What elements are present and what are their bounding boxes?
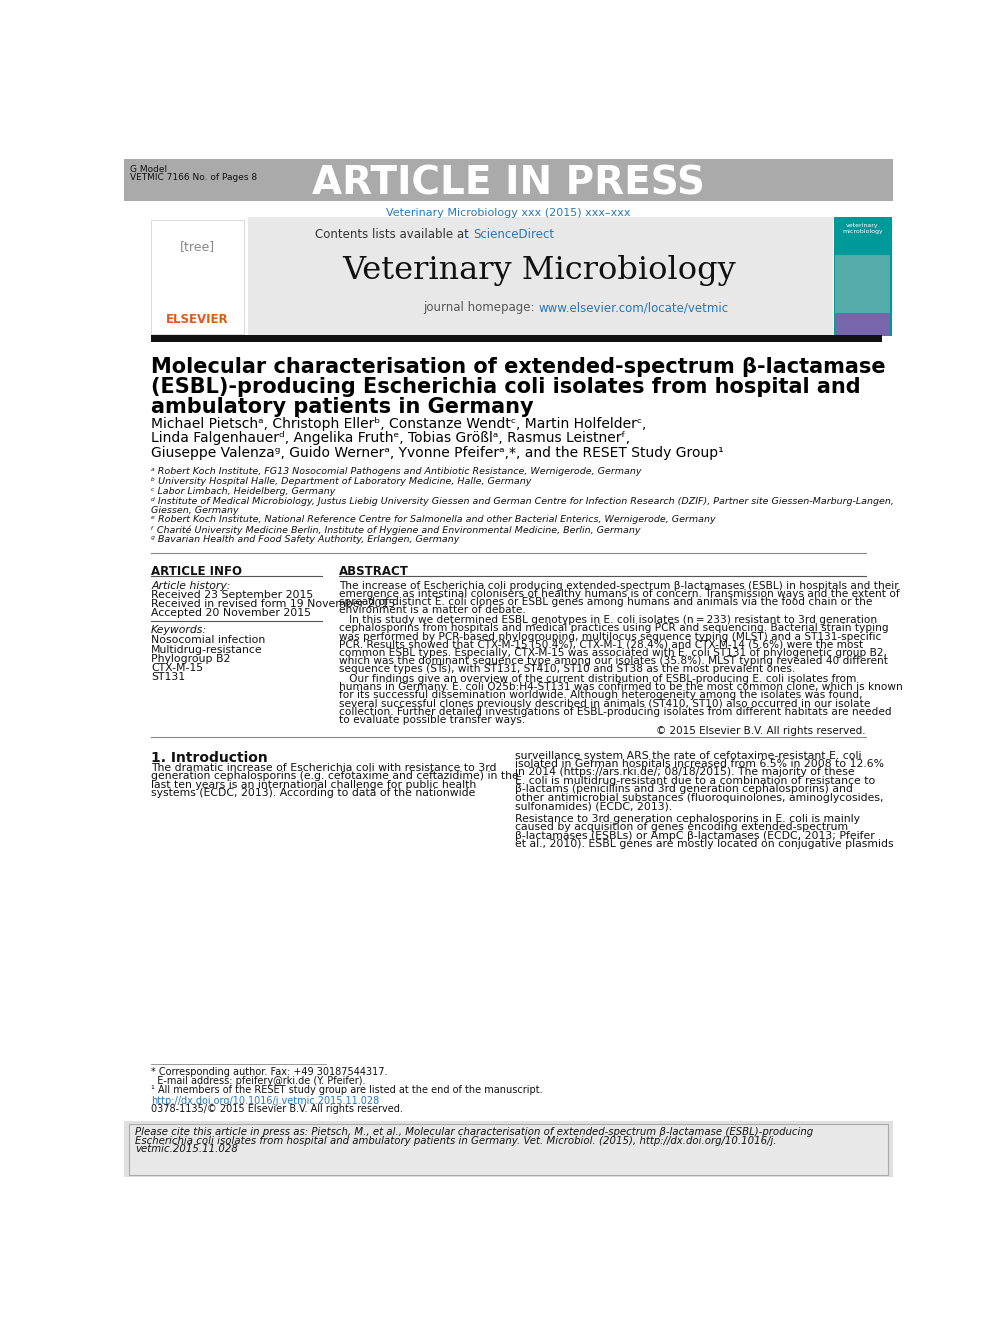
Bar (834, 217, 892, 336)
Text: in 2014 (https://ars.rki.de/; 08/18/2015). The majority of these: in 2014 (https://ars.rki.de/; 08/18/2015… (516, 767, 855, 778)
Text: Our findings give an overview of the current distribution of ESBL-producing E. c: Our findings give an overview of the cur… (338, 675, 856, 684)
Text: spread of distinct E. coli clones or ESBL genes among humans and animals via the: spread of distinct E. coli clones or ESB… (338, 597, 872, 607)
Text: was performed by PCR-based phylogrouping, multilocus sequence typing (MLST) and : was performed by PCR-based phylogrouping… (338, 631, 881, 642)
Text: which was the dominant sequence type among our isolates (35.8%). MLST typing rev: which was the dominant sequence type amo… (338, 656, 888, 665)
Text: Michael Pietschᵃ, Christoph Ellerᵇ, Constanze Wendtᶜ, Martin Holfelderᶜ,: Michael Pietschᵃ, Christoph Ellerᵇ, Cons… (151, 417, 647, 431)
Text: VETMIC 7166 No. of Pages 8: VETMIC 7166 No. of Pages 8 (130, 172, 257, 181)
Text: ABSTRACT: ABSTRACT (338, 565, 409, 578)
Text: ᶠ Charité University Medicine Berlin, Institute of Hygiene and Environmental Med: ᶠ Charité University Medicine Berlin, In… (151, 525, 641, 534)
Text: Accepted 20 November 2015: Accepted 20 November 2015 (151, 609, 311, 618)
Bar (248, 217, 833, 336)
Text: ᵍ Bavarian Health and Food Safety Authority, Erlangen, Germany: ᵍ Bavarian Health and Food Safety Author… (151, 536, 459, 544)
Text: vetmic.2015.11.028: vetmic.2015.11.028 (135, 1144, 238, 1155)
Text: Please cite this article in press as: Pietsch, M., et al., Molecular characteris: Please cite this article in press as: Pi… (135, 1127, 813, 1138)
Text: The increase of Escherichia coli producing extended-spectrum β-lactamases (ESBL): The increase of Escherichia coli produci… (338, 581, 899, 591)
Bar (835, 255, 891, 324)
Text: Article history:: Article history: (151, 581, 230, 591)
Text: The dramatic increase of Escherichia coli with resistance to 3rd: The dramatic increase of Escherichia col… (151, 763, 497, 773)
Text: ELSEVIER: ELSEVIER (167, 312, 229, 325)
Text: E-mail address: pfeifery@rki.de (Y. Pfeifer).: E-mail address: pfeifery@rki.de (Y. Pfei… (151, 1076, 366, 1086)
Text: Keywords:: Keywords: (151, 626, 207, 635)
Text: Phylogroup B2: Phylogroup B2 (151, 654, 230, 664)
Text: β-lactams (penicillins and 3rd generation cephalosporins) and: β-lactams (penicillins and 3rd generatio… (516, 785, 853, 794)
Text: emergence as intestinal colonisers of healthy humans is of concern. Transmission: emergence as intestinal colonisers of he… (338, 589, 900, 599)
Text: Giuseppe Valenzaᵍ, Guido Wernerᵃ, Yvonne Pfeiferᵃ,*, and the RESET Study Group¹: Giuseppe Valenzaᵍ, Guido Wernerᵃ, Yvonne… (151, 446, 724, 460)
Text: Molecular characterisation of extended-spectrum β-lactamase: Molecular characterisation of extended-s… (151, 357, 886, 377)
Text: last ten years is an international challenge for public health: last ten years is an international chall… (151, 779, 476, 790)
Text: ᵉ Robert Koch Institute, National Reference Centre for Salmonella and other Bact: ᵉ Robert Koch Institute, National Refere… (151, 515, 716, 524)
Text: PCR. Results showed that CTX-M-15 (50.4%), CTX-M-1 (28.4%) and CTX-M-14 (5.6%) w: PCR. Results showed that CTX-M-15 (50.4%… (338, 639, 863, 650)
Text: Resistance to 3rd generation cephalosporins in E. coli is mainly: Resistance to 3rd generation cephalospor… (516, 814, 860, 824)
Text: ambulatory patients in Germany: ambulatory patients in Germany (151, 397, 534, 418)
Text: Contents lists available at: Contents lists available at (315, 228, 473, 241)
Text: Multidrug-resistance: Multidrug-resistance (151, 644, 263, 655)
Text: Escherichia coli isolates from hospital and ambulatory patients in Germany. Vet.: Escherichia coli isolates from hospital … (135, 1136, 777, 1146)
Text: systems (ECDC, 2013). According to data of the nationwide: systems (ECDC, 2013). According to data … (151, 789, 475, 798)
Text: ARTICLE IN PRESS: ARTICLE IN PRESS (311, 164, 705, 202)
Text: In this study we determined ESBL genotypes in E. coli isolates (n = 233) resista: In this study we determined ESBL genotyp… (338, 615, 877, 626)
Text: Nosocomial infection: Nosocomial infection (151, 635, 266, 646)
Text: CTX-M-15: CTX-M-15 (151, 663, 203, 673)
Text: Veterinary Microbiology xxx (2015) xxx–xxx: Veterinary Microbiology xxx (2015) xxx–x… (386, 208, 631, 218)
Text: generation cephalosporins (e.g. cefotaxime and ceftazidime) in the: generation cephalosporins (e.g. cefotaxi… (151, 771, 519, 782)
Bar (124, 159, 893, 201)
Text: β-lactamases (ESBLs) or AmpC β-lactamases (ECDC, 2013; Pfeifer: β-lactamases (ESBLs) or AmpC β-lactamase… (516, 831, 875, 840)
Text: cephalosporins from hospitals and medical practices using PCR and sequencing. Ba: cephalosporins from hospitals and medica… (338, 623, 888, 634)
Text: et al., 2010). ESBL genes are mostly located on conjugative plasmids: et al., 2010). ESBL genes are mostly loc… (516, 839, 894, 849)
Text: ARTICLE INFO: ARTICLE INFO (151, 565, 242, 578)
Text: veterinary
microbiology: veterinary microbiology (842, 222, 883, 234)
Text: 0378-1135/© 2015 Elsevier B.V. All rights reserved.: 0378-1135/© 2015 Elsevier B.V. All right… (151, 1105, 403, 1114)
Text: Received in revised form 19 November 2015: Received in revised form 19 November 201… (151, 599, 396, 609)
Text: ᶜ Labor Limbach, Heidelberg, Germany: ᶜ Labor Limbach, Heidelberg, Germany (151, 487, 335, 496)
Text: Received 23 September 2015: Received 23 September 2015 (151, 590, 313, 599)
Text: sulfonamides) (ECDC, 2013).: sulfonamides) (ECDC, 2013). (516, 802, 673, 811)
Text: several successful clones previously described in animals (ST410, ST10) also occ: several successful clones previously des… (338, 699, 870, 709)
Text: environment is a matter of debate.: environment is a matter of debate. (338, 605, 526, 615)
Text: humans in Germany. E. coli O25b:H4-ST131 was confirmed to be the most common clo: humans in Germany. E. coli O25b:H4-ST131… (338, 683, 903, 692)
Text: sequence types (STs), with ST131, ST410, ST10 and ST38 as the most prevalent one: sequence types (STs), with ST131, ST410,… (338, 664, 795, 673)
Bar (151, 335, 882, 343)
Bar (129, 1123, 888, 1175)
Bar (124, 1122, 893, 1177)
Text: ScienceDirect: ScienceDirect (473, 228, 554, 241)
Text: isolated in German hospitals increased from 6.5% in 2008 to 12.6%: isolated in German hospitals increased f… (516, 759, 885, 769)
Text: other antimicrobial substances (fluoroquinolones, aminoglycosides,: other antimicrobial substances (fluoroqu… (516, 792, 884, 803)
Text: surveillance system ARS the rate of cefotaxime-resistant E. coli: surveillance system ARS the rate of cefo… (516, 750, 862, 761)
Text: [tree]: [tree] (181, 239, 215, 253)
Bar (835, 312, 891, 336)
Text: Giessen, Germany: Giessen, Germany (151, 505, 239, 515)
Text: Linda Falgenhauerᵈ, Angelika Fruthᵉ, Tobias Größlᵃ, Rasmus Leistnerᶠ,: Linda Falgenhauerᵈ, Angelika Fruthᵉ, Tob… (151, 431, 630, 446)
Text: (ESBL)-producing Escherichia coli isolates from hospital and: (ESBL)-producing Escherichia coli isolat… (151, 377, 861, 397)
Text: © 2015 Elsevier B.V. All rights reserved.: © 2015 Elsevier B.V. All rights reserved… (656, 726, 866, 736)
Text: ᵈ Institute of Medical Microbiology, Justus Liebig University Giessen and German: ᵈ Institute of Medical Microbiology, Jus… (151, 497, 894, 505)
Text: www.elsevier.com/locate/vetmic: www.elsevier.com/locate/vetmic (539, 302, 729, 314)
Text: 1. Introduction: 1. Introduction (151, 750, 268, 765)
Text: ᵃ Robert Koch Institute, FG13 Nosocomial Pathogens and Antibiotic Resistance, We: ᵃ Robert Koch Institute, FG13 Nosocomial… (151, 467, 642, 476)
Text: common ESBL types. Especially, CTX-M-15 was associated with E. coli ST131 of phy: common ESBL types. Especially, CTX-M-15 … (338, 648, 887, 658)
Text: * Corresponding author. Fax: +49 30187544317.: * Corresponding author. Fax: +49 3018754… (151, 1068, 388, 1077)
Text: caused by acquisition of genes encoding extended-spectrum: caused by acquisition of genes encoding … (516, 822, 848, 832)
Text: ST131: ST131 (151, 672, 186, 683)
Text: to evaluate possible transfer ways.: to evaluate possible transfer ways. (338, 714, 525, 725)
Text: E. coli is multidrug-resistant due to a combination of resistance to: E. coli is multidrug-resistant due to a … (516, 775, 876, 786)
Text: ¹ All members of the RESET study group are listed at the end of the manuscript.: ¹ All members of the RESET study group a… (151, 1085, 543, 1095)
Text: http://dx.doi.org/10.1016/j.vetmic.2015.11.028: http://dx.doi.org/10.1016/j.vetmic.2015.… (151, 1095, 379, 1106)
Text: G Model: G Model (130, 165, 168, 173)
Text: for its successful dissemination worldwide. Although heterogeneity among the iso: for its successful dissemination worldwi… (338, 691, 862, 700)
Text: collection. Further detailed investigations of ESBL-producing isolates from diff: collection. Further detailed investigati… (338, 706, 891, 717)
Text: Veterinary Microbiology: Veterinary Microbiology (342, 255, 735, 286)
Text: journal homepage:: journal homepage: (424, 302, 539, 314)
Bar (151, 221, 244, 335)
Text: ᵇ University Hospital Halle, Department of Laboratory Medicine, Halle, Germany: ᵇ University Hospital Halle, Department … (151, 476, 532, 486)
